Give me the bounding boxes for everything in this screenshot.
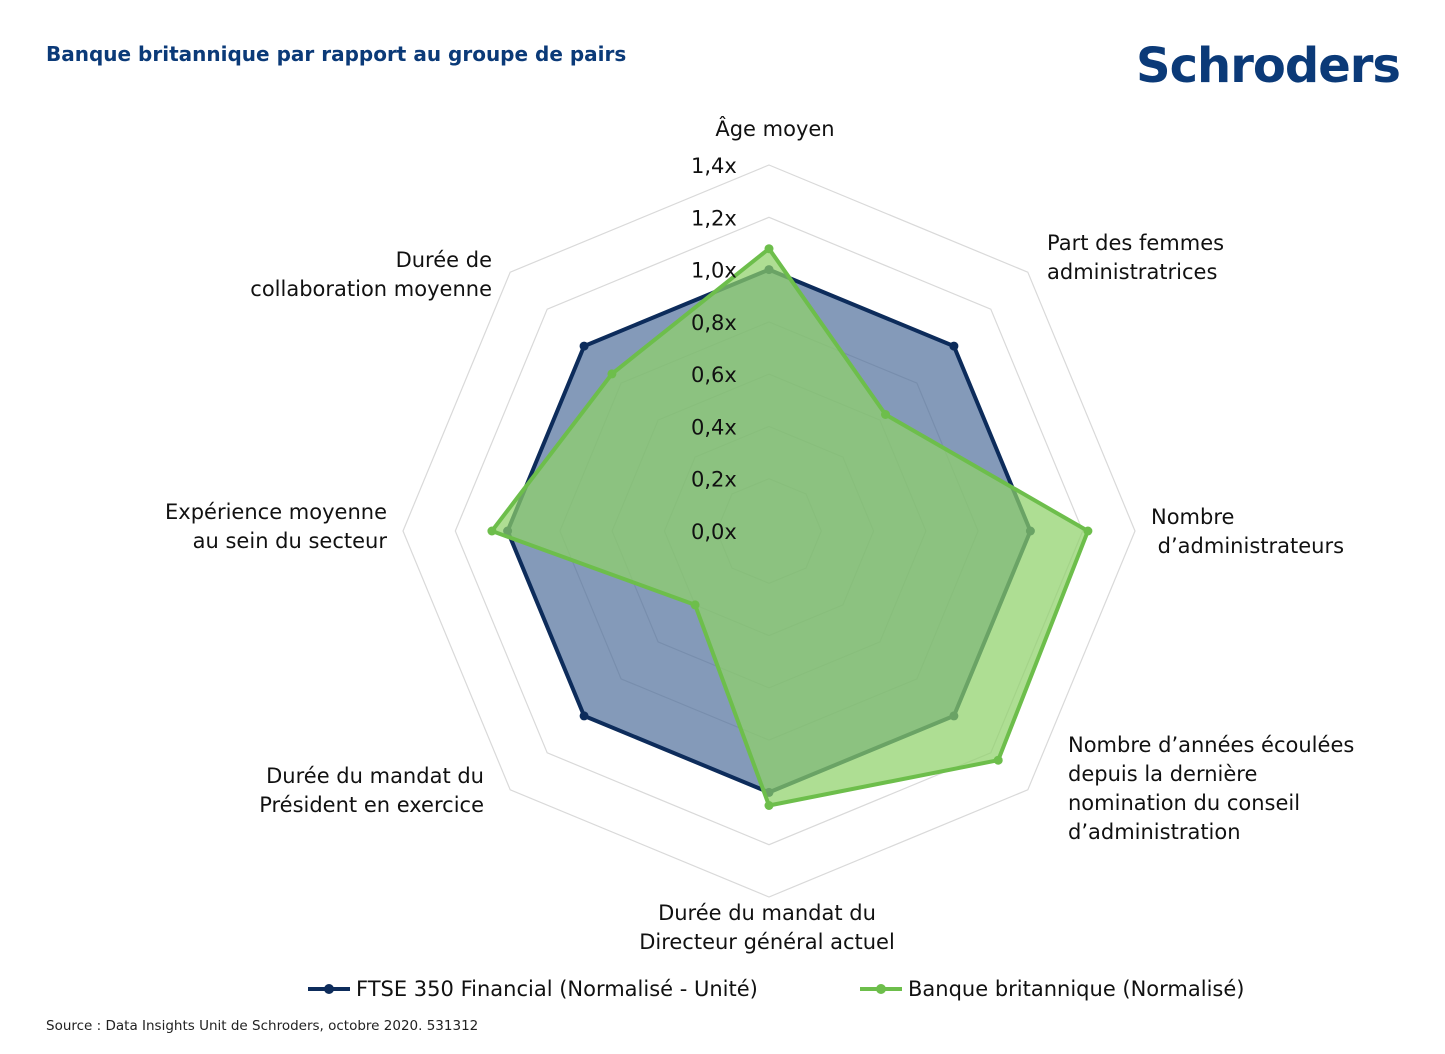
series-area-bank bbox=[489, 246, 1090, 808]
data-point-bank bbox=[607, 369, 617, 379]
radar-tick-labels: 0,0x 0,2x 0,4x 0,6x 0,8x 1,0x 1,2x 1,4x bbox=[691, 154, 737, 544]
legend-label-bank: Banque britannique (Normalisé) bbox=[908, 977, 1245, 1001]
axis-label: Expérience moyenne au sein du secteur bbox=[165, 500, 387, 553]
data-point-ftse bbox=[579, 711, 589, 721]
data-point-bank bbox=[487, 526, 497, 536]
data-point-bank bbox=[764, 244, 774, 254]
brand-logo: Schroders bbox=[1136, 38, 1401, 94]
axis-label: Âge moyen bbox=[715, 116, 834, 141]
tick-label: 1,2x bbox=[691, 206, 737, 230]
radar-series bbox=[487, 244, 1093, 810]
data-point-bank bbox=[690, 600, 700, 610]
source-note: Source : Data Insights Unit de Schroders… bbox=[46, 1018, 479, 1034]
tick-label: 0,0x bbox=[691, 520, 737, 544]
axis-label: Durée de collaboration moyenne bbox=[250, 248, 492, 301]
axis-label: Durée du mandat du Directeur général actu… bbox=[639, 901, 895, 954]
legend-marker-ftse bbox=[308, 984, 350, 994]
legend-item-bank: Banque britannique (Normalisé) bbox=[860, 973, 1244, 1005]
legend-marker-bank bbox=[860, 984, 902, 994]
axis-label: Nombre d’années écoulées depuis la derniè… bbox=[1068, 733, 1354, 844]
chart-title: Banque britannique par rapport au groupe… bbox=[46, 42, 627, 66]
data-point-bank bbox=[881, 410, 890, 419]
chart-legend: FTSE 350 Financial (Normalisé - Unité) B… bbox=[0, 973, 1445, 1005]
data-point-bank bbox=[993, 755, 1003, 765]
data-point-bank bbox=[764, 801, 774, 810]
legend-label-ftse: FTSE 350 Financial (Normalisé - Unité) bbox=[356, 977, 758, 1001]
axis-label: Nombre d’administrateurs bbox=[1151, 505, 1344, 558]
grid-ring bbox=[402, 164, 1136, 898]
tick-label: 1,0x bbox=[691, 259, 737, 283]
data-point-ftse bbox=[579, 341, 589, 351]
radar-axis-labels: Âge moyen Part des femmes administratrices… bbox=[165, 116, 1354, 954]
tick-label: 0,4x bbox=[691, 415, 737, 439]
data-point-ftse bbox=[949, 341, 959, 351]
axis-label: Durée du mandat du Président en exercice bbox=[259, 764, 484, 817]
tick-label: 0,8x bbox=[691, 311, 737, 335]
axis-label: Part des femmes administratrices bbox=[1047, 231, 1224, 284]
tick-label: 0,2x bbox=[691, 468, 737, 492]
legend-item-ftse: FTSE 350 Financial (Normalisé - Unité) bbox=[308, 973, 758, 1005]
tick-label: 0,6x bbox=[691, 363, 737, 387]
tick-label: 1,4x bbox=[691, 154, 737, 178]
grid-ring bbox=[454, 216, 1084, 846]
data-point-bank bbox=[1083, 526, 1093, 536]
